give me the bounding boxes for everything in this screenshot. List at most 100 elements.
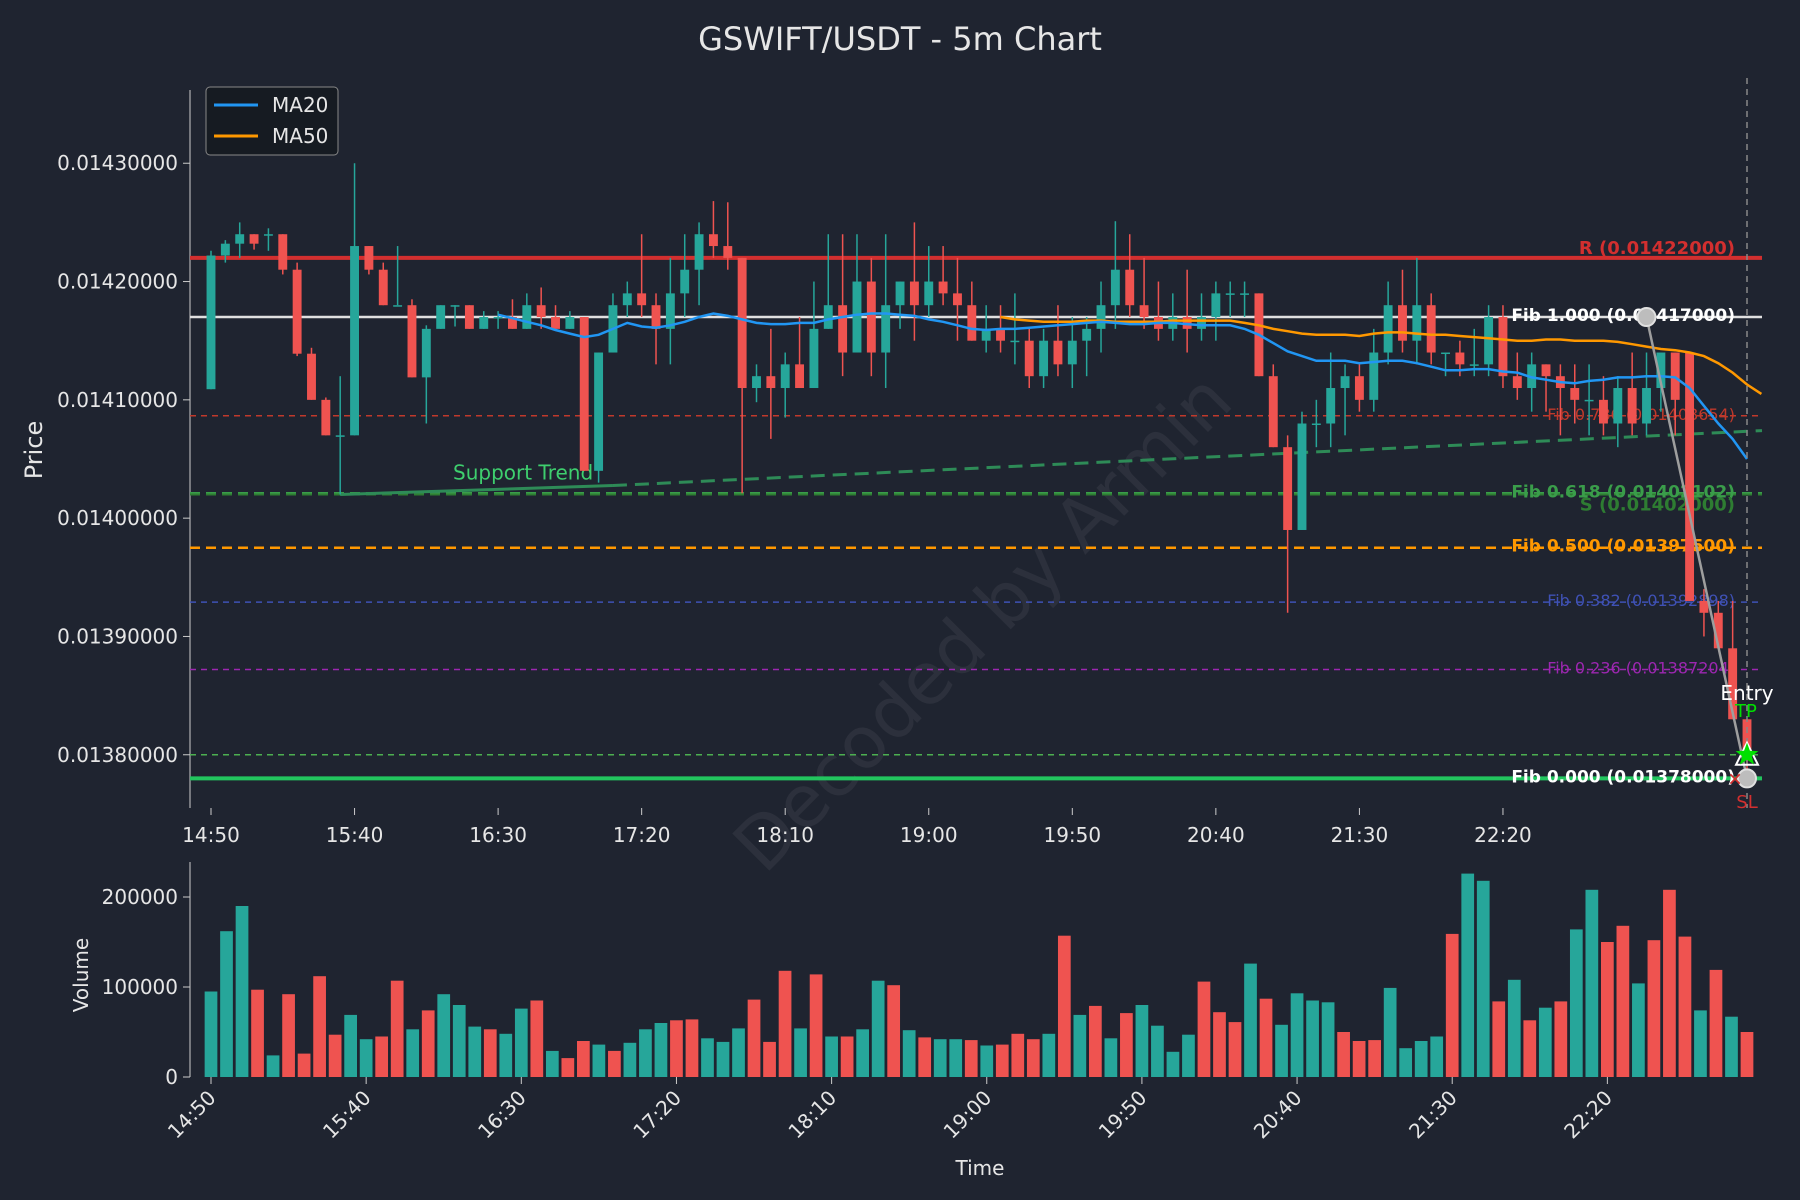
volume-bar	[328, 1034, 342, 1077]
candle-body	[1297, 423, 1307, 530]
candle-body	[1340, 376, 1350, 389]
time-tick-label: 17:20	[613, 823, 671, 847]
candle-body	[263, 234, 273, 236]
volume-bar	[1244, 963, 1257, 1077]
ma20-line	[497, 312, 1749, 460]
time-tick-label: 16:30	[469, 823, 527, 847]
volume-bar	[1507, 979, 1521, 1077]
level-label-fib_0000: Fib 0.000 (0.01378000)	[1511, 767, 1735, 787]
candle-body	[292, 269, 302, 354]
candle-body	[1656, 352, 1666, 389]
volume-bar	[1678, 936, 1692, 1077]
volume-bar	[1290, 993, 1304, 1077]
candle-body	[1441, 352, 1450, 355]
candle-body	[1498, 317, 1508, 377]
moving-averages	[497, 312, 1763, 460]
entry-marker-label: Entry	[1720, 681, 1773, 705]
candle-body	[1311, 423, 1321, 426]
volume-bar	[220, 931, 233, 1077]
volume-bar	[1011, 1033, 1025, 1077]
volume-bar	[390, 980, 404, 1077]
volume-bar	[1337, 1032, 1350, 1077]
price-axis: 0.01380000 0.01390000 0.01400000 0.01410000…	[57, 90, 191, 808]
volume-bar	[1306, 1000, 1319, 1077]
candle-body	[1096, 305, 1106, 329]
candle-body	[1354, 376, 1364, 400]
support-trend-dashed	[612, 429, 1763, 488]
price-tick-label: 0.01390000	[57, 624, 178, 648]
tp-star-icon	[1735, 742, 1759, 765]
candle-body	[1369, 352, 1379, 400]
volume-bar	[468, 1026, 482, 1077]
candle-body	[1268, 376, 1278, 448]
candle-body	[1225, 293, 1235, 295]
volume-bar	[1026, 1039, 1040, 1077]
candle-body	[536, 305, 546, 318]
volume-bar	[654, 1023, 668, 1077]
price-tick-label: 0.01380000	[57, 743, 178, 767]
volume-bar	[1135, 1005, 1149, 1077]
volume-bar	[825, 1036, 838, 1077]
candle-body	[1584, 399, 1594, 402]
volume-bar	[701, 1038, 714, 1077]
candle-body	[1685, 352, 1695, 601]
volume-bar	[1399, 1048, 1413, 1077]
candle-body	[335, 435, 345, 437]
ma50-line	[1000, 315, 1763, 395]
volume-bar	[670, 1020, 683, 1077]
level-label-fib_0236: Fib 0.236 (0.01387204)	[1547, 659, 1735, 678]
candle-body	[809, 328, 819, 389]
volume-bar	[1694, 1010, 1707, 1077]
candle-body	[924, 281, 934, 306]
candle-body	[1211, 293, 1221, 318]
candle-body	[637, 293, 647, 306]
volume-bar	[1166, 1051, 1180, 1077]
volume-bar	[1445, 933, 1459, 1077]
time-tick-label: 18:10	[756, 823, 814, 847]
volume-bar	[1554, 1001, 1568, 1077]
time-tick-label: 22:20	[1474, 823, 1532, 847]
volume-bar	[530, 1000, 544, 1077]
candle-body	[723, 246, 733, 258]
candle-body	[1139, 305, 1149, 318]
volume-bar	[251, 989, 264, 1077]
volume-bar	[1383, 987, 1397, 1077]
candle-body	[708, 234, 718, 247]
candle-body	[407, 305, 417, 378]
volume-bar	[1321, 1002, 1335, 1077]
volume-bar	[545, 1050, 559, 1077]
volume-bar	[1197, 981, 1211, 1077]
candle-body	[1283, 447, 1293, 530]
volume-bar	[1213, 1012, 1226, 1077]
candle-body	[881, 305, 891, 353]
volume-bar	[949, 1039, 963, 1077]
volume-bar	[592, 1044, 606, 1077]
candle-body	[421, 328, 431, 378]
price-axis-label: Price	[20, 421, 48, 480]
volume-bar	[1585, 889, 1599, 1077]
time-tick-label: 21:30	[1331, 823, 1389, 847]
candle-body	[694, 234, 704, 270]
candle-body	[393, 305, 403, 307]
candle-body	[1082, 328, 1092, 341]
time-tick-label: 14:50	[182, 823, 240, 847]
candle-body	[436, 305, 446, 329]
candle-body	[1426, 305, 1436, 353]
volume-bar	[577, 1041, 590, 1077]
candle-body	[1484, 317, 1494, 365]
candle-body	[938, 281, 948, 294]
price-tick-label: 0.01400000	[57, 506, 178, 530]
support-trend-label: Support Trend	[453, 460, 593, 484]
sl-marker-label: SL	[1736, 792, 1757, 813]
time-tick-label: 15:40	[326, 823, 384, 847]
candle-body	[1240, 293, 1250, 295]
candle-body	[1613, 388, 1623, 424]
volume-tick-label: 100000	[102, 975, 178, 999]
volume-bar	[1709, 969, 1723, 1077]
candle-body	[1398, 305, 1407, 341]
candle-body	[1067, 340, 1077, 365]
candle-body	[1469, 364, 1479, 366]
volume-bar	[964, 1040, 978, 1077]
volume-bar	[406, 1029, 420, 1077]
swing-low-marker	[1737, 768, 1757, 789]
